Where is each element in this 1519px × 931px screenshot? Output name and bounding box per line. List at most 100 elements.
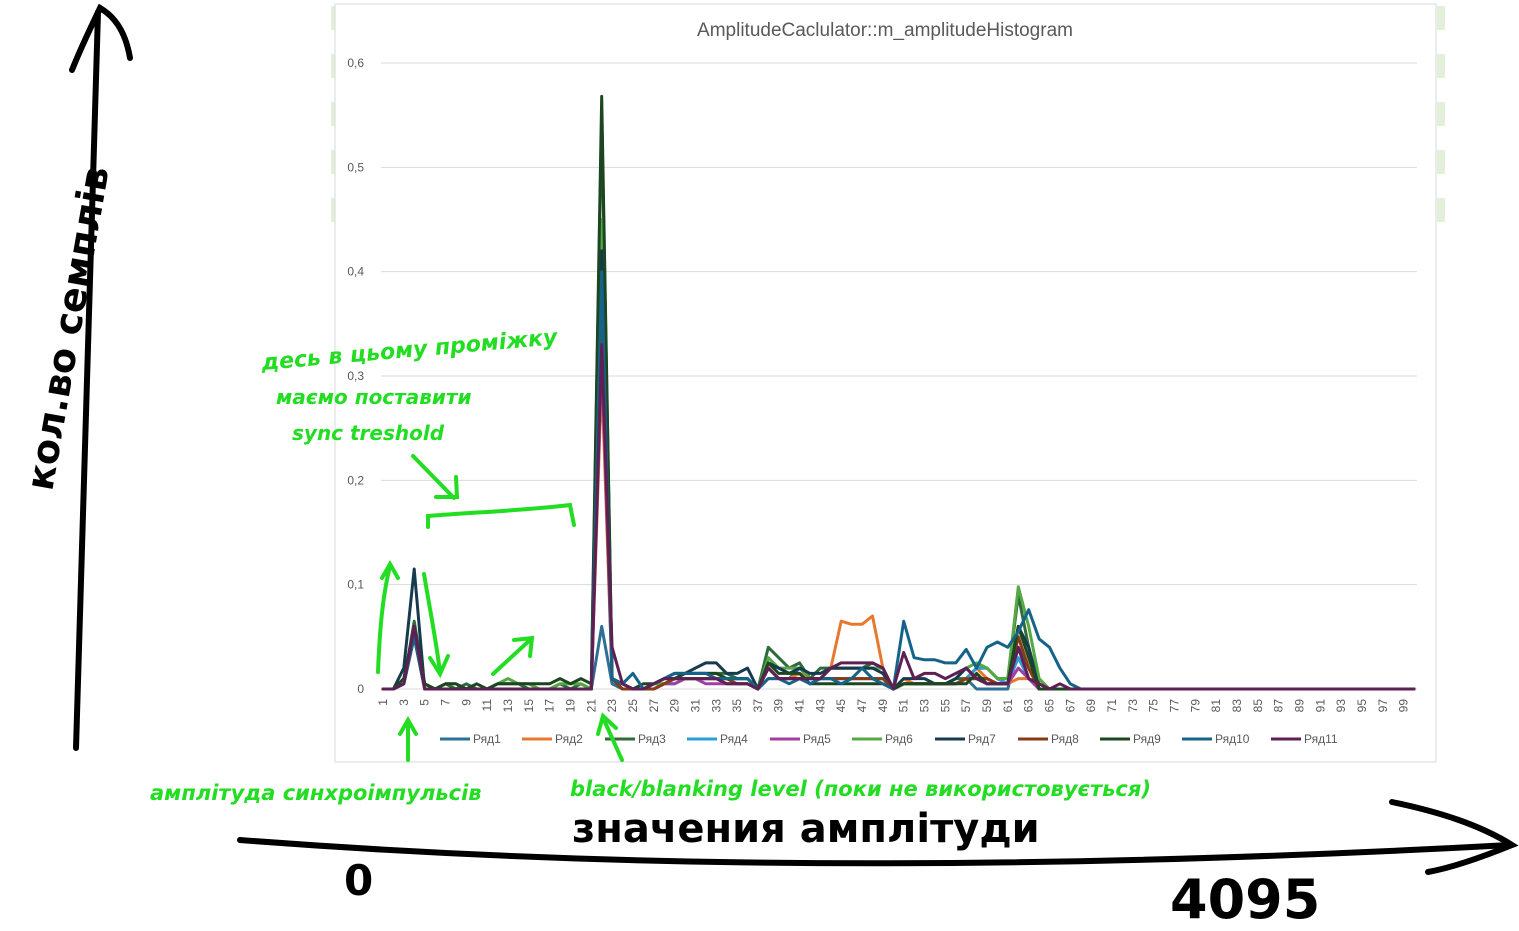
x-tick-label: 17 — [543, 699, 557, 713]
black-level-arrow — [596, 712, 624, 762]
series-lines — [381, 94, 1416, 691]
x-tick-labels: 1 3 5 7 9 11 13 15 17 19 21 23 25 27 29 31 33 35 37 39 41 43 4… — [376, 699, 1411, 713]
sync-pulse-note: амплітуда синхроімпульсів — [150, 781, 482, 805]
legend-label: Ряд9 — [1133, 732, 1161, 746]
x-tick-label: 51 — [897, 699, 911, 713]
x-tick-label: 29 — [668, 699, 682, 713]
y-tick-label: 0 — [357, 682, 364, 696]
x-tick-label: 59 — [980, 699, 994, 713]
x-tick-label: 75 — [1147, 699, 1161, 713]
x-tick-label: 49 — [876, 699, 890, 713]
y-tick-label: 0,4 — [347, 265, 364, 279]
green-cell — [1437, 54, 1445, 78]
x-tick-label: 39 — [772, 699, 786, 713]
x-axis-max-label: 4095 — [1170, 868, 1320, 931]
x-tick-label: 25 — [626, 699, 640, 713]
legend-label: Ряд4 — [720, 732, 748, 746]
y-axis-arrow-line — [73, 9, 101, 751]
x-tick-label: 33 — [709, 699, 723, 713]
legend: Ряд1 Ряд2 Ряд3 Ряд4 Ряд5 Ряд6 Ряд7 Ряд8 Ряд9 Ряд1… — [440, 732, 1338, 746]
x-tick-label: 21 — [584, 699, 598, 713]
hand-drawn-x-axis — [237, 799, 1519, 875]
x-tick-label: 47 — [855, 699, 869, 713]
x-tick-label: 77 — [1167, 699, 1181, 713]
x-tick-label: 23 — [605, 699, 619, 713]
x-tick-label: 57 — [959, 699, 973, 713]
green-cell — [1437, 102, 1445, 126]
green-cell — [1437, 198, 1445, 222]
x-axis-arrow-line — [237, 837, 1513, 867]
x-axis-handwritten-label: значения амплітуди — [572, 806, 1040, 852]
sync-arrow-down — [422, 572, 450, 679]
x-tick-label: 83 — [1230, 699, 1244, 713]
x-tick-label: 3 — [397, 699, 411, 706]
legend-label: Ряд1 — [473, 732, 501, 746]
green-cell — [331, 6, 335, 30]
threshold-note-line3: sync treshold — [292, 421, 445, 445]
x-tick-label: 79 — [1188, 699, 1202, 713]
y-tick-label: 0,5 — [347, 160, 364, 174]
legend-label: Ряд3 — [638, 732, 666, 746]
legend-label: Ряд7 — [968, 732, 996, 746]
y-tick-label: 0,2 — [347, 473, 364, 487]
chart-frame[interactable] — [334, 3, 1437, 763]
y-axis-handwritten-label: кол.во семплів — [18, 163, 118, 494]
spreadsheet-cells — [331, 6, 1445, 222]
x-tick-label: 87 — [1272, 699, 1286, 713]
threshold-bracket — [426, 502, 576, 529]
green-cell — [331, 198, 335, 222]
x-tick-label: 1 — [376, 699, 390, 706]
y-tick-label: 0,6 — [347, 56, 364, 70]
sync-arrow-from-label — [398, 715, 418, 762]
threshold-arrow — [411, 454, 460, 500]
x-tick-label: 41 — [793, 699, 807, 713]
x-tick-label: 19 — [563, 699, 577, 713]
x-tick-label: 13 — [501, 699, 515, 713]
black-level-note: black/blanking level (поки не використов… — [570, 777, 1151, 801]
x-tick-label: 43 — [813, 699, 827, 713]
x-tick-label: 67 — [1063, 699, 1077, 713]
x-tick-label: 99 — [1397, 699, 1411, 713]
y-tick-label: 0,1 — [347, 578, 364, 592]
threshold-note-line2: маємо поставити — [276, 385, 472, 409]
green-cell — [331, 54, 335, 78]
x-tick-label: 93 — [1334, 699, 1348, 713]
x-tick-label: 37 — [751, 699, 765, 713]
x-tick-label: 89 — [1292, 699, 1306, 713]
x-tick-label: 91 — [1313, 699, 1327, 713]
x-tick-label: 63 — [1022, 699, 1036, 713]
legend-label: Ряд5 — [803, 732, 831, 746]
chart-title: AmplitudeCaclulator::m_amplitudeHistogra… — [697, 20, 1073, 41]
x-tick-label: 65 — [1043, 699, 1057, 713]
x-tick-label: 11 — [480, 699, 494, 712]
hand-drawn-y-axis — [69, 3, 133, 751]
x-tick-label: 35 — [730, 699, 744, 713]
legend-label: Ряд2 — [555, 732, 583, 746]
x-tick-label: 71 — [1105, 699, 1119, 713]
x-tick-label: 81 — [1209, 699, 1223, 713]
legend-label: Ряд11 — [1304, 732, 1338, 746]
x-tick-label: 69 — [1084, 699, 1098, 713]
green-cell — [331, 150, 335, 174]
x-tick-label: 97 — [1376, 699, 1390, 713]
x-tick-label: 45 — [834, 699, 848, 713]
green-cell — [1437, 6, 1445, 30]
legend-label: Ряд10 — [1215, 732, 1250, 746]
legend-label: Ряд8 — [1051, 732, 1079, 746]
series-line-Ряд11[interactable] — [381, 343, 1416, 691]
green-cell — [331, 102, 335, 126]
x-axis-arrow-head — [1389, 799, 1519, 875]
x-tick-label: 15 — [522, 699, 536, 713]
x-tick-label: 73 — [1126, 699, 1140, 713]
x-tick-label: 27 — [647, 699, 661, 713]
y-tick-labels: 0 0,1 0,2 0,3 0,4 0,5 0,6 — [347, 56, 364, 696]
x-tick-label: 7 — [438, 699, 452, 706]
x-tick-label: 85 — [1251, 699, 1265, 713]
x-tick-label: 5 — [418, 699, 432, 706]
x-axis-min-label: 0 — [344, 856, 373, 905]
x-tick-label: 95 — [1355, 699, 1369, 713]
sync-arrow-up — [376, 559, 400, 674]
y-tick-label: 0,3 — [347, 369, 364, 383]
x-tick-label: 61 — [1001, 699, 1015, 713]
